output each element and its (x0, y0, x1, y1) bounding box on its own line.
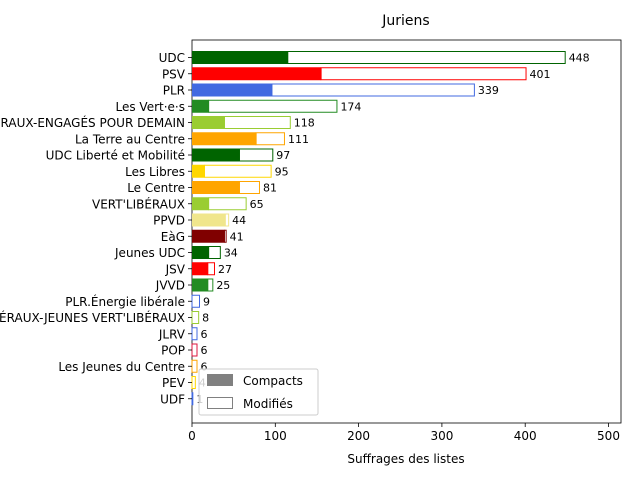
x-tick-label-200: 200 (347, 429, 370, 443)
bar-modifies-vert-liberaux-jeunes-vert-liberaux (191, 311, 200, 324)
bar-modifies-udf (191, 392, 194, 406)
data-label-les-vert-e-s: 174 (340, 100, 361, 113)
y-tick-label-le-centre: Le Centre (127, 181, 185, 195)
bar-modifies-pev (191, 376, 196, 389)
data-label-vert-liberaux-jeunes-vert-liberaux: 8 (202, 312, 209, 325)
x-axis: 0 100 200 300 400 500 (188, 423, 620, 443)
plot-frame (191, 39, 622, 424)
data-label-plr: 339 (478, 84, 499, 97)
plot-area (191, 39, 622, 424)
y-tick-label-la-terre-au-centre: La Terre au Centre (75, 132, 185, 146)
bar-modifies-les-libres (203, 164, 272, 178)
data-label-vert-liberaux-engages-pour-demain: 118 (294, 117, 315, 130)
x-axis-label: Suffrages des listes (347, 452, 464, 466)
bar-modifies-plr-energie-liberale (191, 294, 200, 308)
bar-modifies-vert-liberaux (208, 197, 247, 211)
y-tick-label-les-vert-e-s: Les Vert·e·s (116, 100, 186, 114)
bar-modifies-jvvd (207, 278, 214, 292)
data-label-udc: 448 (569, 52, 590, 65)
data-label-les-libres: 95 (275, 165, 289, 178)
x-tick-label-300: 300 (430, 429, 453, 443)
data-label-jsv: 27 (218, 263, 232, 276)
legend-swatch-modifies (207, 397, 233, 409)
y-tick-label-jvvd: JVVD (155, 279, 185, 293)
x-tick-label-100: 100 (264, 429, 287, 443)
y-tick-label-plr: PLR (163, 84, 185, 98)
bar-modifies-pop (191, 343, 198, 357)
legend: Compacts Modifiés (198, 368, 319, 416)
data-labels: 448 401 339 174 118 111 97 95 81 65 44 41 34 27 25 9 8 6 6… (196, 52, 589, 406)
bar-compacts-les-libres (192, 164, 205, 178)
y-tick-label-les-jeunes-du-centre: Les Jeunes du Centre (58, 360, 185, 374)
bar-modifies-les-jeunes-du-centre (191, 359, 198, 373)
bar-compacts-le-centre (192, 181, 240, 194)
bar-compacts-udc (192, 51, 288, 64)
data-label-jvvd: 25 (216, 279, 230, 292)
legend-label-modifies: Modifiés (243, 397, 293, 411)
bar-modifies-udc-liberte-et-mobilite (238, 148, 274, 162)
bar-modifies-le-centre (238, 181, 260, 194)
y-tick-label-udf: UDF (160, 392, 185, 406)
data-label-ppvd: 44 (232, 214, 246, 227)
data-label-pop: 6 (200, 344, 207, 357)
data-label-jlrv: 6 (200, 328, 207, 341)
bar-compacts-psv (192, 67, 322, 81)
bar-compacts-plr (192, 83, 272, 97)
y-tick-label-udc-liberte-et-mobilite: UDC Liberté et Mobilité (46, 149, 185, 163)
data-label-vert-liberaux: 65 (250, 198, 264, 211)
bar-compacts-jvvd (192, 278, 208, 292)
bar-modifies-jeunes-udc (208, 246, 221, 259)
y-tick-label-udc: UDC (159, 51, 185, 65)
y-tick-label-vert-liberaux-engages-pour-demain: VERT'LIBÉRAUX-ENGAGÉS POUR DEMAIN (0, 115, 185, 130)
bar-modifies-plr (271, 83, 475, 97)
y-tick-label-pop: POP (161, 344, 185, 358)
bar-modifies-psv (320, 67, 527, 81)
x-tick-label-500: 500 (597, 429, 620, 443)
bar-compacts-udc-liberte-et-mobilite (192, 148, 240, 162)
bar-modifies-ppvd (224, 213, 230, 227)
bar-compacts-les-vert-e-s (192, 99, 209, 113)
y-tick-label-vert-liberaux: VERT'LIBÉRAUX (92, 196, 185, 211)
bar-modifies-eag (223, 229, 227, 243)
bar-modifies-udc (287, 51, 566, 64)
y-tick-label-pev: PEV (162, 376, 186, 390)
bar-modifies-jlrv (191, 327, 198, 341)
y-tick-label-jlrv: JLRV (158, 327, 186, 341)
y-tick-label-psv: PSV (162, 67, 186, 81)
legend-label-compacts: Compacts (243, 374, 303, 388)
y-tick-label-eag: EàG (161, 230, 185, 244)
data-label-eag: 41 (230, 230, 244, 243)
data-label-udc-liberte-et-mobilite: 97 (276, 149, 290, 162)
y-tick-label-jsv: JSV (165, 262, 186, 276)
data-label-les-jeunes-du-centre: 6 (200, 360, 207, 373)
y-tick-label-vert-liberaux-jeunes-vert-liberaux: VERT'LIBÉRAUX-JEUNES VERT'LIBÉRAUX (0, 310, 185, 325)
bar-modifies-vert-liberaux-engages-pour-demain (223, 116, 291, 129)
legend-swatch-compacts (207, 374, 233, 386)
bar-compacts-la-terre-au-centre (192, 132, 257, 146)
bars (191, 51, 566, 406)
y-tick-label-plr-energie-liberale: PLR.Énergie libérale (65, 294, 185, 309)
bar-compacts-jeunes-udc (192, 246, 209, 259)
bar-compacts-vert-liberaux-engages-pour-demain (192, 116, 225, 129)
x-tick-label-0: 0 (188, 429, 196, 443)
bar-compacts-ppvd (192, 213, 226, 227)
bar-compacts-vert-liberaux (192, 197, 209, 211)
data-label-psv: 401 (530, 68, 551, 81)
bar-compacts-eag (192, 229, 225, 243)
y-tick-label-jeunes-udc: Jeunes UDC (114, 246, 185, 260)
bar-compacts-jsv (192, 262, 208, 276)
bar-modifies-les-vert-e-s (208, 99, 338, 113)
x-tick-label-400: 400 (514, 429, 537, 443)
data-label-la-terre-au-centre: 111 (288, 133, 309, 146)
bar-modifies-jsv (207, 262, 215, 276)
chart-title: Juriens (381, 13, 429, 29)
y-tick-label-les-libres: Les Libres (125, 165, 185, 179)
y-tick-label-ppvd: PPVD (153, 214, 185, 228)
data-label-le-centre: 81 (263, 182, 277, 195)
data-label-jeunes-udc: 34 (224, 247, 238, 260)
y-axis: UDC PSV PLR Les Vert·e·sVERT'LIBÉRAUX-ENGAG… (0, 51, 192, 406)
data-label-plr-energie-liberale: 9 (203, 295, 210, 308)
bar-modifies-la-terre-au-centre (255, 132, 285, 146)
